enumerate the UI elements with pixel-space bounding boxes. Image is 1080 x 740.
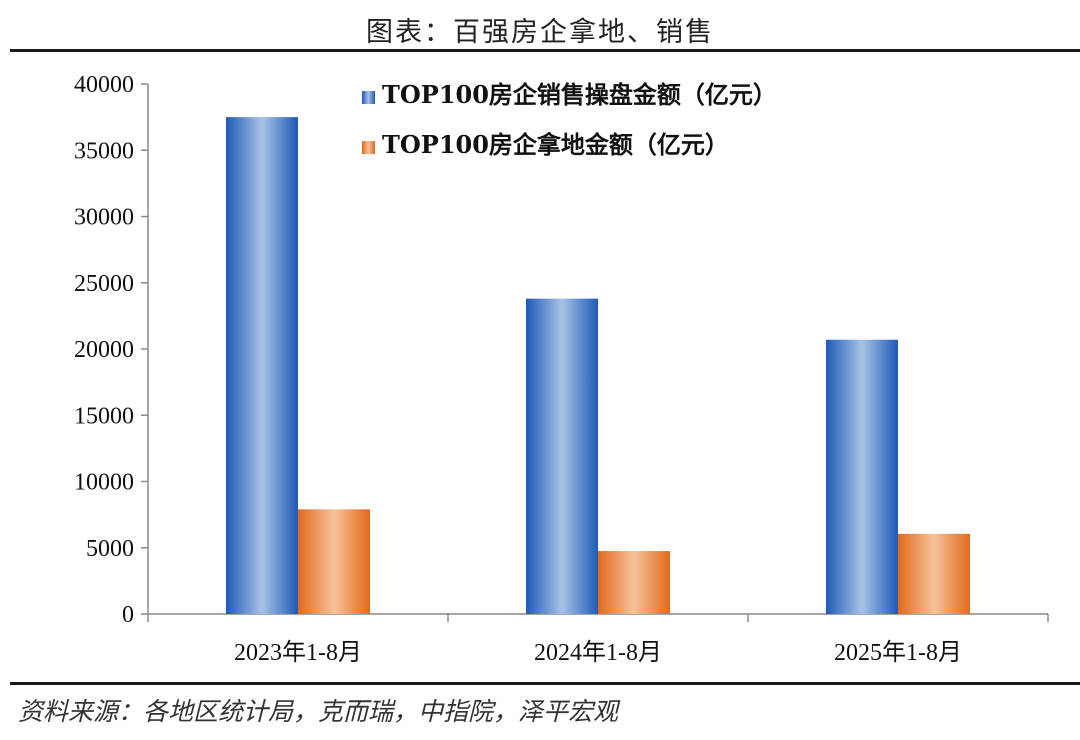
x-tick-label: 2025年1-8月 <box>834 639 962 666</box>
y-tick-label: 0 <box>122 602 134 628</box>
bar-land-1 <box>598 551 670 614</box>
legend-label-0: TOP100房企销售操盘金额（亿元） <box>382 80 777 109</box>
y-tick-label: 30000 <box>74 205 134 231</box>
legend: TOP100房企销售操盘金额（亿元） TOP100房企拿地金额（亿元） <box>362 80 777 159</box>
bar-chart: 0 5000 10000 15000 20000 25000 30000 35000 40000… <box>74 72 1049 666</box>
bar-land-2 <box>898 533 970 614</box>
bar-sales-1 <box>526 298 598 614</box>
legend-swatch-1 <box>362 141 375 154</box>
y-tick-label: 10000 <box>74 470 134 496</box>
bar-sales-0 <box>226 117 298 614</box>
legend-label-1: TOP100房企拿地金额（亿元） <box>382 130 729 159</box>
bar-sales-2 <box>826 339 898 614</box>
y-tick-label: 15000 <box>74 403 134 429</box>
y-tick-label: 35000 <box>74 138 134 164</box>
x-tick-label: 2023年1-8月 <box>234 639 362 666</box>
y-tick-label: 5000 <box>86 536 134 562</box>
x-tick-label: 2024年1-8月 <box>534 639 662 666</box>
bars <box>226 117 970 614</box>
chart-title: 图表：百强房企拿地、销售 <box>366 17 714 48</box>
bottom-rule <box>10 682 1080 685</box>
source-note: 资料来源：各地区统计局，克而瑞，中指院，泽平宏观 <box>18 697 619 726</box>
y-tick-label: 25000 <box>74 271 134 297</box>
legend-swatch-0 <box>362 91 375 104</box>
top-rule <box>10 49 1080 52</box>
bar-land-0 <box>298 509 370 614</box>
y-tick-label: 20000 <box>74 337 134 363</box>
y-tick-label: 40000 <box>74 72 134 98</box>
